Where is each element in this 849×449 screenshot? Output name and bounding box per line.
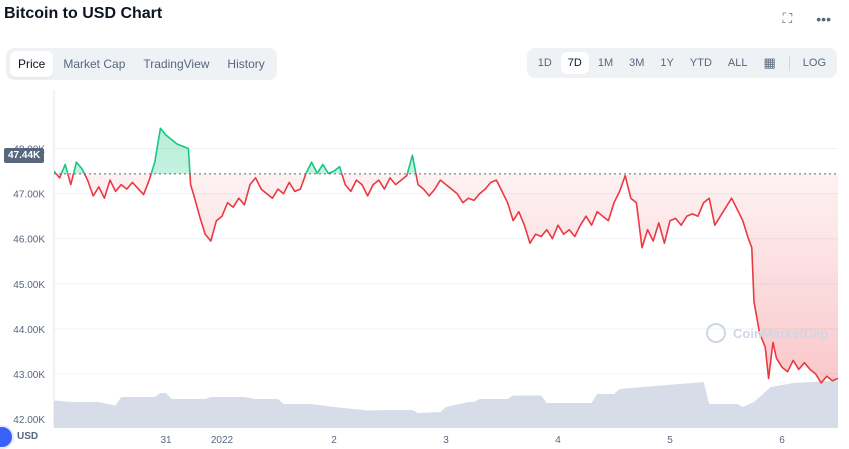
y-tick-label: 46.00K bbox=[13, 235, 45, 246]
x-tick-label: 31 bbox=[160, 435, 172, 446]
range-7d[interactable]: 7D bbox=[560, 52, 589, 74]
x-tick-label: 2022 bbox=[211, 435, 234, 446]
currency-label: USD bbox=[17, 431, 39, 442]
price-line-up bbox=[54, 127, 417, 174]
watermark-logo-icon bbox=[706, 323, 726, 343]
range-1y[interactable]: 1Y bbox=[660, 57, 674, 69]
range-selector: 1D 7D 1M 3M 1Y YTD ALL ▦ LOG bbox=[526, 48, 837, 78]
tab-market-cap[interactable]: Market Cap bbox=[63, 57, 126, 71]
tab-tradingview[interactable]: TradingView bbox=[143, 57, 210, 71]
volume-area bbox=[54, 380, 838, 428]
y-tick-label: 42.00K bbox=[13, 415, 45, 426]
price-fill-up bbox=[54, 128, 838, 174]
tab-price[interactable]: Price bbox=[10, 51, 54, 77]
y-tick-label: 47.00K bbox=[13, 190, 45, 201]
current-price-badge: 47.44K bbox=[4, 148, 45, 163]
chart-actions: ⛶ ••• bbox=[782, 10, 831, 27]
x-tick-label: 6 bbox=[779, 435, 785, 446]
range-divider bbox=[788, 55, 790, 71]
watermark-text: CoinMarketCap bbox=[733, 326, 828, 341]
more-icon[interactable]: ••• bbox=[816, 10, 831, 27]
fullscreen-icon[interactable]: ⛶ bbox=[782, 10, 793, 26]
range-1d[interactable]: 1D bbox=[537, 57, 552, 69]
price-line-down bbox=[55, 173, 838, 384]
y-tick-label: 44.00K bbox=[13, 325, 45, 336]
log-scale-toggle[interactable]: LOG bbox=[802, 57, 826, 69]
x-tick-label: 3 bbox=[443, 435, 449, 446]
chart-title: Bitcoin to USD Chart bbox=[4, 5, 163, 22]
x-tick-label: 2 bbox=[331, 435, 337, 446]
price-fill-down bbox=[56, 173, 838, 383]
y-tick-label: 45.00K bbox=[13, 280, 45, 291]
view-tabs: Price Market Cap TradingView History bbox=[6, 48, 277, 80]
range-ytd[interactable]: YTD bbox=[689, 57, 712, 69]
x-tick-label: 5 bbox=[667, 435, 673, 446]
tab-history[interactable]: History bbox=[227, 57, 265, 71]
range-all[interactable]: ALL bbox=[727, 57, 748, 69]
x-tick-label: 4 bbox=[555, 435, 561, 446]
calendar-icon[interactable]: ▦ bbox=[763, 55, 776, 70]
range-1m[interactable]: 1M bbox=[597, 57, 614, 69]
range-3m[interactable]: 3M bbox=[629, 57, 645, 69]
y-tick-label: 43.00K bbox=[13, 370, 45, 381]
